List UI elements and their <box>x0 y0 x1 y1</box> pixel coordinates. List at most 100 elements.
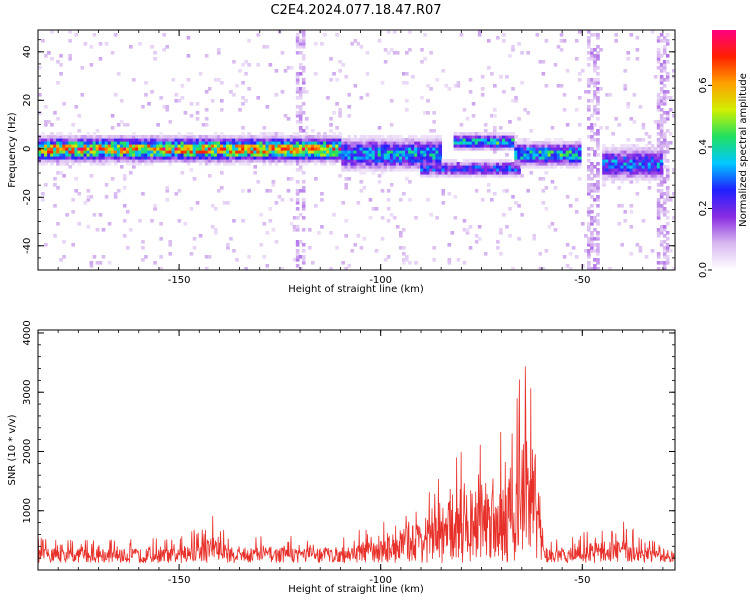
heatmap-cell <box>587 165 591 169</box>
heatmap-cell <box>596 66 600 70</box>
heatmap-cell <box>380 144 385 148</box>
heatmap-cell <box>523 138 527 142</box>
heatmap-cell <box>153 138 157 142</box>
heatmap-cell <box>559 48 564 52</box>
heatmap-cell <box>89 144 94 148</box>
heatmap-cell <box>544 39 549 43</box>
heatmap-cell <box>656 162 661 166</box>
heatmap-cell <box>101 153 106 157</box>
heatmap-cell <box>256 135 261 139</box>
heatmap-cell <box>301 36 306 40</box>
heatmap-cell <box>520 144 524 148</box>
heatmap-cell <box>502 132 506 136</box>
heatmap-cell <box>471 168 476 172</box>
heatmap-cell <box>277 195 282 199</box>
heatmap-cell <box>307 228 312 232</box>
heatmap-cell <box>502 144 506 148</box>
heatmap-cell <box>213 228 218 232</box>
heatmap-cell <box>620 159 625 163</box>
heatmap-cell <box>656 141 661 145</box>
heatmap-cell <box>256 159 261 163</box>
heatmap-cell <box>668 249 673 253</box>
heatmap-cell <box>665 96 670 100</box>
heatmap-cell <box>201 135 206 139</box>
heatmap-cell <box>602 153 606 157</box>
heatmap-cell <box>553 156 558 160</box>
heatmap-cell <box>623 156 628 160</box>
heatmap-cell <box>298 111 303 115</box>
heatmap-cell <box>332 135 336 139</box>
heatmap-cell <box>347 153 352 157</box>
heatmap-cell <box>71 138 75 142</box>
heatmap-cell <box>207 144 212 148</box>
heatmap-cell <box>92 150 97 154</box>
heatmap-cell <box>374 159 379 163</box>
heatmap-cell <box>232 249 236 253</box>
heatmap-cell <box>580 222 585 226</box>
heatmap-cell <box>323 159 327 163</box>
heatmap-cell <box>335 144 339 148</box>
heatmap-cell <box>665 141 670 145</box>
heatmap-cell <box>250 156 254 160</box>
heatmap-cell <box>429 162 433 166</box>
heatmap-cell <box>129 162 133 166</box>
heatmap-cell <box>647 174 652 178</box>
heatmap-cell <box>156 150 160 154</box>
heatmap-cell <box>229 156 233 160</box>
heatmap-cell <box>289 177 294 181</box>
heatmap-cell <box>101 135 106 139</box>
heatmap-cell <box>301 150 306 154</box>
heatmap-cell <box>353 165 358 169</box>
heatmap-cell <box>386 147 391 151</box>
heatmap-cell <box>274 144 279 148</box>
heatmap-cell <box>547 147 552 151</box>
heatmap-cell <box>635 150 640 154</box>
heatmap-cell <box>665 171 670 175</box>
heatmap-cell <box>596 141 600 145</box>
heatmap-cell <box>653 174 658 178</box>
heatmap-cell <box>238 156 242 160</box>
heatmap-cell <box>614 162 618 166</box>
heatmap-cell <box>304 153 309 157</box>
heatmap-cell <box>395 135 400 139</box>
heatmap-cell <box>523 141 527 145</box>
heatmap-cell <box>438 150 443 154</box>
heatmap-cell <box>47 135 51 139</box>
heatmap-cell <box>150 144 154 148</box>
heatmap-cell <box>587 99 591 103</box>
heatmap-cell <box>304 162 309 166</box>
heatmap-cell <box>644 159 649 163</box>
heatmap-cell <box>362 138 367 142</box>
heatmap-cell <box>635 168 640 172</box>
heatmap-cell <box>156 141 160 145</box>
heatmap-cell <box>426 138 430 142</box>
heatmap-cell <box>59 159 63 163</box>
heatmap-cell <box>671 168 675 172</box>
heatmap-cell <box>356 165 361 169</box>
heatmap-cell <box>147 150 151 154</box>
heatmap-cell <box>596 261 600 265</box>
heatmap-cell <box>602 159 606 163</box>
heatmap-cell <box>298 87 303 91</box>
heatmap-cell <box>447 165 452 169</box>
heatmap-cell <box>138 150 142 154</box>
heatmap-cell <box>550 150 555 154</box>
heatmap-cell <box>356 144 361 148</box>
heatmap-cell <box>295 240 300 244</box>
x-tick-label: -100 <box>369 275 392 286</box>
heatmap-cell <box>420 60 424 64</box>
heatmap-cell <box>295 198 300 202</box>
heatmap-cell <box>353 39 358 43</box>
heatmap-cell <box>119 165 124 169</box>
heatmap-cell <box>311 135 315 139</box>
heatmap-cell <box>417 138 421 142</box>
heatmap-cell <box>189 138 194 142</box>
heatmap-cell <box>138 162 142 166</box>
heatmap-cell <box>186 156 191 160</box>
heatmap-cell <box>665 249 670 253</box>
heatmap-cell <box>629 168 634 172</box>
heatmap-cell <box>405 72 409 76</box>
heatmap-cell <box>153 159 157 163</box>
heatmap-cell <box>298 45 303 49</box>
heatmap-cell <box>587 183 591 187</box>
